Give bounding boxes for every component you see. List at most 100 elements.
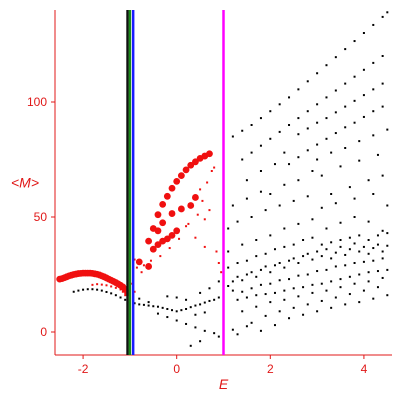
data-point: [241, 279, 244, 282]
data-point: [302, 239, 305, 241]
data-point: [344, 303, 347, 306]
data-point: [330, 193, 333, 195]
data-point: [372, 23, 375, 26]
data-point-large: [177, 172, 185, 180]
data-point: [381, 15, 384, 18]
data-point: [306, 127, 309, 130]
data-point: [334, 202, 337, 205]
data-point: [386, 232, 389, 235]
data-point: [210, 170, 213, 172]
data-point-large: [145, 263, 153, 270]
data-point: [189, 344, 192, 347]
data-point: [381, 174, 384, 177]
data-point: [227, 250, 230, 253]
data-point-large: [149, 245, 157, 253]
data-point: [203, 218, 206, 221]
data-point: [245, 273, 248, 276]
data-point: [362, 260, 365, 263]
data-point: [217, 280, 220, 283]
data-point: [320, 174, 323, 177]
data-point: [142, 303, 145, 306]
data-point: [213, 332, 216, 335]
data-point: [124, 294, 127, 297]
data-point: [367, 280, 370, 283]
data-point: [269, 301, 272, 304]
data-point-large: [182, 166, 190, 174]
y-axis-label: <M>: [11, 175, 39, 191]
data-point: [217, 262, 220, 264]
data-point: [353, 40, 356, 43]
data-point: [386, 268, 389, 271]
data-point: [330, 257, 333, 260]
data-point: [283, 183, 286, 186]
data-point: [250, 287, 253, 290]
data-point: [278, 130, 281, 133]
data-point: [77, 289, 80, 292]
data-point: [241, 158, 244, 161]
data-point: [316, 72, 319, 75]
data-point: [344, 147, 347, 149]
data-point: [334, 56, 337, 59]
data-point: [288, 278, 291, 281]
data-point: [194, 304, 197, 307]
data-point: [142, 264, 145, 267]
data-point: [306, 80, 309, 83]
data-point: [86, 288, 89, 291]
data-point: [334, 89, 337, 92]
data-point-large: [154, 227, 162, 235]
data-point: [278, 279, 281, 282]
data-point: [292, 287, 295, 290]
data-point: [236, 298, 239, 301]
data-point: [135, 266, 138, 269]
data-point: [358, 159, 361, 162]
data-point: [297, 117, 300, 120]
data-point: [353, 262, 356, 264]
data-point: [245, 259, 248, 262]
data-point: [353, 121, 356, 124]
data-point: [288, 259, 291, 262]
data-point: [152, 305, 155, 308]
data-point: [138, 303, 141, 306]
data-point-large: [163, 192, 171, 200]
data-point: [147, 304, 150, 307]
data-point: [82, 288, 85, 291]
data-point: [203, 329, 206, 332]
data-point: [273, 248, 276, 251]
data-point: [376, 153, 379, 156]
data-point: [264, 252, 267, 255]
data-point: [344, 48, 347, 51]
data-point: [259, 170, 262, 172]
data-point: [362, 115, 365, 118]
data-point-large: [173, 227, 181, 235]
data-point: [381, 250, 384, 253]
data-point: [91, 288, 94, 291]
data-point: [241, 243, 244, 246]
data-point-large: [168, 184, 176, 192]
data-point: [325, 137, 328, 140]
data-point: [231, 204, 234, 207]
data-point: [283, 298, 286, 301]
x-axis-label: E: [219, 376, 229, 392]
data-point: [334, 111, 337, 114]
data-point: [208, 209, 211, 212]
data-point: [362, 94, 365, 97]
data-point: [119, 288, 122, 291]
data-point: [255, 239, 258, 241]
data-point: [283, 289, 286, 292]
data-point: [381, 257, 384, 260]
data-point: [316, 143, 319, 146]
data-point: [231, 289, 234, 292]
data-point: [297, 274, 300, 277]
data-point: [353, 242, 356, 245]
data-point: [283, 245, 286, 248]
data-point: [199, 291, 202, 294]
data-point-large: [154, 211, 162, 219]
data-point: [339, 221, 342, 224]
data-point: [114, 286, 117, 289]
data-point: [241, 290, 244, 293]
data-point: [381, 55, 384, 57]
data-point: [255, 275, 258, 278]
data-point: [138, 297, 141, 300]
data-point-large: [187, 202, 195, 209]
